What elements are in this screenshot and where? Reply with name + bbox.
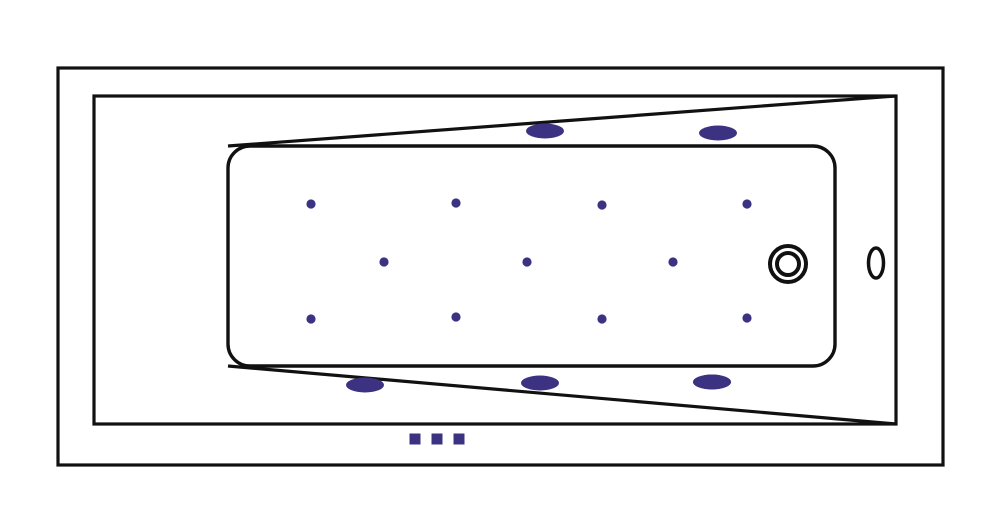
jet-dot xyxy=(451,198,461,208)
rim-fitting-top-center xyxy=(699,125,737,141)
rim-fitting-bottom-left xyxy=(521,375,559,391)
inner-frame-rect xyxy=(92,94,898,426)
taper-line-bottom xyxy=(227,364,897,426)
basin-outline xyxy=(226,144,837,368)
rim-fitting-top-right xyxy=(346,377,384,393)
rim-fitting-top-left xyxy=(526,123,564,139)
jet-dot xyxy=(742,199,752,209)
drain-outer-ring xyxy=(768,244,808,284)
control-port-square xyxy=(409,433,421,445)
jet-dot xyxy=(379,257,389,267)
jet-dot xyxy=(306,314,316,324)
jet-dot xyxy=(597,314,607,324)
drain-icon xyxy=(768,244,808,284)
overflow-icon xyxy=(866,246,886,280)
jet-dot xyxy=(668,257,678,267)
jet-dot xyxy=(742,313,752,323)
jet-dot xyxy=(451,312,461,322)
outer-frame-rect xyxy=(56,66,945,467)
control-port-group xyxy=(409,433,465,445)
jet-dot xyxy=(522,257,532,267)
rim-fitting-group xyxy=(346,123,737,393)
rim-fitting-bottom-right xyxy=(693,374,731,390)
jet-dot xyxy=(597,200,607,210)
control-port-square xyxy=(431,433,443,445)
control-port-square xyxy=(453,433,465,445)
jet-dot xyxy=(306,199,316,209)
taper-line-top xyxy=(227,94,897,148)
jet-group xyxy=(306,198,752,324)
drain-inner-ring xyxy=(775,251,801,277)
